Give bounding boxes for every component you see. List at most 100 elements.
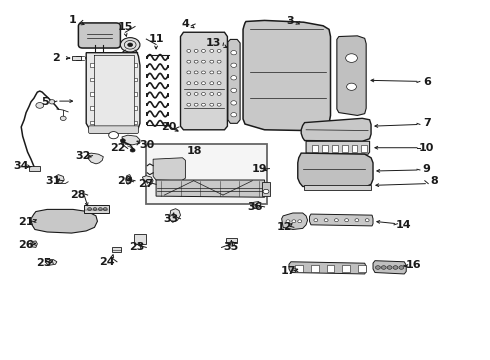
Circle shape [194,49,198,52]
Bar [134,78,137,81]
Text: 12: 12 [276,222,292,232]
Circle shape [187,49,191,52]
Circle shape [334,219,338,222]
Text: 33: 33 [163,214,178,224]
Circle shape [217,82,221,85]
Bar [343,265,350,272]
Polygon shape [298,153,373,187]
Circle shape [121,139,125,142]
Polygon shape [337,36,366,116]
Circle shape [217,103,221,106]
Bar [29,166,40,171]
Circle shape [231,113,237,117]
Bar [90,92,94,96]
Text: 3: 3 [286,17,294,27]
Circle shape [345,54,357,62]
Bar [112,247,121,252]
Circle shape [324,219,328,222]
Polygon shape [310,214,373,226]
Text: 19: 19 [252,163,268,174]
Circle shape [36,103,44,108]
Text: 32: 32 [75,150,91,161]
Circle shape [399,266,404,269]
Circle shape [231,50,237,55]
Text: 17: 17 [280,266,296,276]
Bar [342,145,347,152]
Circle shape [263,189,269,194]
Bar [358,265,366,272]
Circle shape [231,76,237,80]
Circle shape [93,208,97,211]
Circle shape [217,49,221,52]
Text: 10: 10 [419,143,435,153]
Text: 22: 22 [110,143,126,153]
Circle shape [187,82,191,85]
Circle shape [103,208,107,211]
Bar [262,182,270,196]
Text: 6: 6 [423,77,431,87]
Circle shape [187,93,191,95]
Polygon shape [289,262,366,274]
Text: 36: 36 [247,202,263,212]
Circle shape [346,83,356,90]
Bar [84,205,109,213]
Text: 25: 25 [36,258,51,268]
Text: 26: 26 [18,240,34,250]
Polygon shape [153,158,185,181]
Text: 35: 35 [224,242,239,252]
Circle shape [217,93,221,95]
Text: 16: 16 [406,260,421,270]
Bar [90,78,94,81]
Circle shape [194,93,198,95]
Text: 4: 4 [181,19,189,29]
Polygon shape [180,32,227,130]
Circle shape [201,60,205,63]
Circle shape [128,43,133,46]
Circle shape [229,242,235,246]
Circle shape [109,132,119,139]
Polygon shape [282,213,308,229]
Bar [351,145,357,152]
Polygon shape [373,261,406,274]
Polygon shape [86,53,140,133]
Polygon shape [228,40,240,123]
Bar [90,107,94,110]
Circle shape [98,208,102,211]
Polygon shape [31,210,98,233]
Text: 21: 21 [18,217,34,227]
Bar [327,265,334,272]
Circle shape [355,219,359,222]
Circle shape [210,49,214,52]
Bar [134,92,137,96]
Circle shape [231,101,237,105]
Text: 18: 18 [186,145,202,156]
Text: 24: 24 [99,257,115,267]
Circle shape [187,71,191,74]
Bar [147,144,268,204]
Bar [322,145,328,152]
Polygon shape [169,209,180,222]
Circle shape [210,93,214,95]
Polygon shape [88,153,103,164]
Polygon shape [252,202,261,209]
Circle shape [194,60,198,63]
Text: 9: 9 [423,164,431,174]
Circle shape [314,219,318,222]
Polygon shape [126,175,132,184]
Polygon shape [31,241,37,247]
Polygon shape [143,176,153,186]
Circle shape [210,82,214,85]
Text: 1: 1 [69,15,77,26]
Circle shape [194,82,198,85]
Circle shape [375,266,380,269]
Polygon shape [301,118,371,141]
Circle shape [298,220,302,223]
Circle shape [393,266,398,269]
Bar [134,63,137,67]
Circle shape [344,219,348,222]
FancyBboxPatch shape [89,126,139,134]
FancyBboxPatch shape [78,23,121,48]
Text: 34: 34 [13,161,29,171]
Circle shape [187,103,191,106]
Text: 7: 7 [423,118,431,128]
